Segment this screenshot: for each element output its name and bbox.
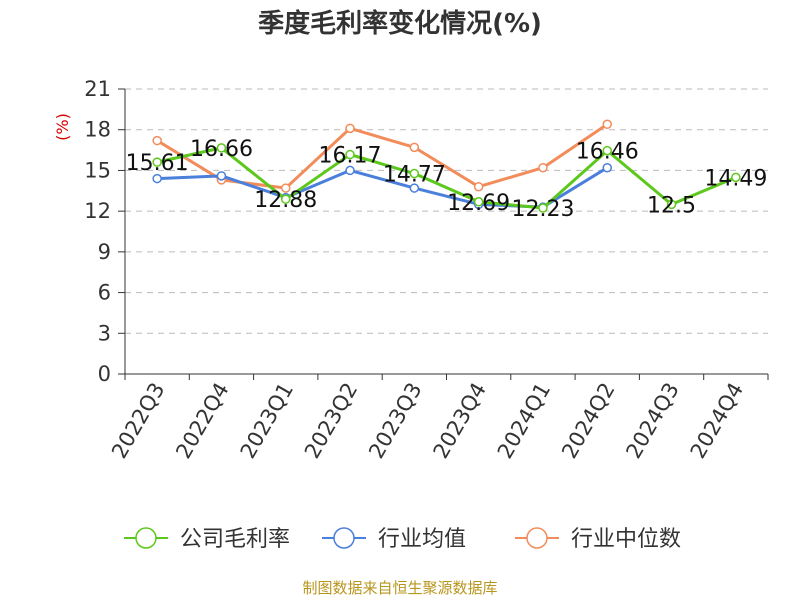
data-point [409,142,420,153]
data-point [345,123,355,134]
data-point [602,119,612,130]
series-0 [152,143,741,213]
data-point [473,181,484,192]
data-point [152,135,162,146]
data-source: 制图数据来自恒生聚源数据库 [302,579,497,597]
data-label: 12.5 [647,193,696,218]
data-point [666,199,677,210]
series [152,119,741,213]
legend-label: 公司毛利率 [180,527,290,552]
legend-item-2: 行业中位数 [515,527,681,552]
data-label: 14.49 [704,166,767,191]
data-label: 16.17 [319,144,382,169]
data-point [281,194,291,204]
y-tick-label: 0 [98,362,111,386]
data-label: 16.46 [576,140,639,165]
data-point [345,165,355,176]
data-point [538,203,548,213]
x-tick-label: 2023Q4 [429,379,491,463]
data-point [152,173,162,184]
data-point [473,197,484,207]
x-tick-label: 2023Q1 [236,379,298,463]
y-tick-label: 21 [84,77,111,101]
data-point [538,162,548,173]
data-label: 15.61 [126,151,189,176]
y-axis-unit: (%) [53,113,72,141]
data-point [345,149,355,160]
data-label: 12.88 [254,188,317,213]
y-tick-label: 3 [98,321,111,345]
y-tick-label: 18 [84,118,111,142]
data-label: 12.23 [511,197,574,222]
x-tick-label: 2022Q4 [171,379,233,463]
y-tick-label: 9 [98,240,111,264]
y-tick-label: 15 [84,158,111,182]
series-line [156,146,737,210]
legend-marker [135,527,157,549]
x-tick-label: 2023Q2 [300,379,362,463]
legend-label: 行业中位数 [571,527,681,552]
data-point [602,162,612,173]
x-tick-label: 2022Q3 [107,379,169,463]
y-tick-label: 12 [84,199,111,223]
data-label: 14.77 [383,163,446,188]
series-line [156,123,609,190]
data-point [216,143,227,153]
x-tick-label: 2024Q3 [621,379,683,463]
data-label: 16.66 [190,137,253,162]
data-point [409,183,420,193]
legend-item-0: 公司毛利率 [124,527,290,552]
legend: 公司毛利率 行业均值 行业中位数 [124,527,681,552]
data-point [731,172,741,183]
x-tick-label: 2024Q2 [557,379,619,463]
data-point [602,145,612,156]
legend-marker [526,527,548,549]
legend-item-1: 行业均值 [322,527,466,552]
legend-marker [333,527,355,549]
data-label: 12.69 [447,191,510,216]
data-point [152,157,162,167]
x-tick-label: 2024Q1 [493,379,555,463]
data-point [409,168,420,179]
chart-title: 季度毛利率变化情况(%) [258,8,542,39]
data-point [216,171,227,181]
grid [125,88,768,334]
data-point [281,183,291,193]
series-2 [152,119,612,193]
x-tick-label: 2023Q3 [364,379,426,463]
legend-label: 行业均值 [378,527,466,552]
y-tick-label: 6 [98,281,111,305]
x-tick-label: 2024Q4 [686,379,748,463]
